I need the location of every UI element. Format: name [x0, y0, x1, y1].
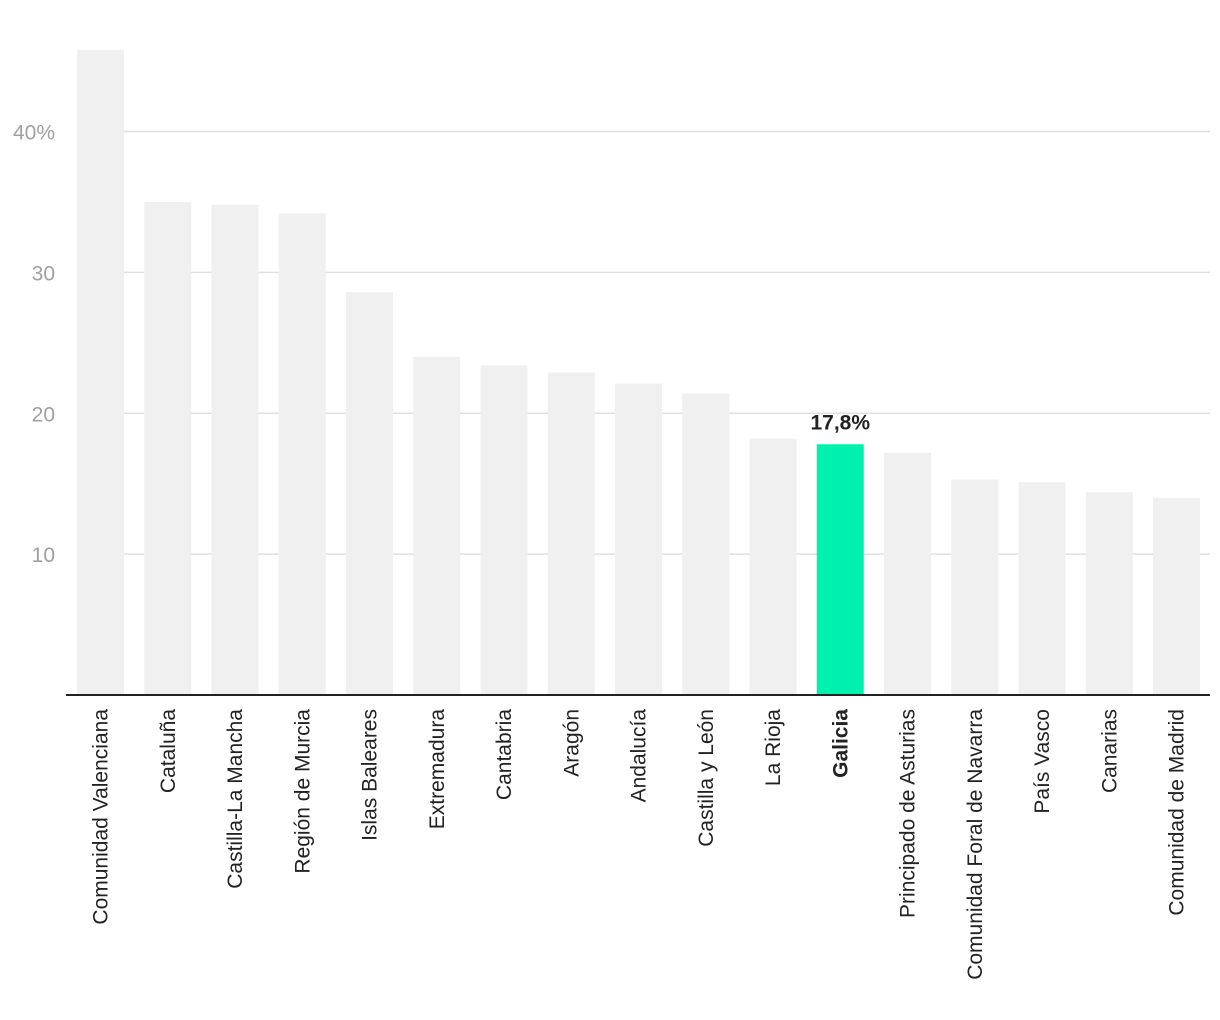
bar: [682, 393, 730, 695]
bar: [144, 201, 192, 695]
data-labels: 17,8%: [810, 411, 870, 434]
y-tick-label: 10: [32, 544, 55, 567]
x-tick-label: Andalucía: [628, 709, 651, 803]
bar: [547, 372, 595, 695]
y-axis-ticks: 10 20 30 40%: [13, 122, 55, 568]
y-tick-label: 20: [32, 403, 55, 426]
y-tick-label: 30: [32, 262, 55, 285]
bar: [278, 213, 326, 696]
bar: [346, 292, 393, 695]
x-tick-label: Islas Baleares: [359, 709, 382, 841]
bar: [413, 356, 461, 695]
bar: [1085, 492, 1133, 695]
x-tick-label: Cataluña: [157, 709, 180, 793]
x-tick-label: País Vasco: [1031, 709, 1054, 814]
x-tick-label: La Rioja: [762, 709, 785, 786]
x-tick-label: Galicia: [829, 709, 852, 778]
y-tick-label: 40%: [13, 122, 55, 145]
bar-highlight: [816, 444, 864, 695]
bar: [615, 383, 662, 695]
x-tick-label: Aragón: [560, 709, 583, 777]
x-tick-label: Comunidad Valenciana: [90, 709, 113, 925]
bars: [77, 49, 1200, 696]
bar: [884, 452, 931, 695]
x-tick-label: Castilla y León: [695, 709, 718, 847]
highlight-data-label: 17,8%: [810, 411, 870, 434]
bar: [1018, 482, 1066, 695]
x-tick-label: Comunidad de Madrid: [1166, 709, 1189, 916]
bar: [211, 204, 259, 695]
x-axis-labels: Comunidad Valenciana Cataluña Castilla-La …: [90, 709, 1189, 980]
bar: [749, 438, 797, 695]
bar: [951, 479, 999, 695]
x-tick-label: Región de Murcia: [291, 709, 314, 874]
x-tick-label: Cantabria: [493, 709, 516, 800]
bar: [1153, 497, 1200, 695]
bar: [480, 365, 528, 695]
x-tick-label: Principado de Asturias: [897, 709, 920, 918]
x-tick-label: Canarias: [1098, 709, 1121, 793]
bar: [77, 49, 124, 696]
x-tick-label: Extremadura: [426, 709, 449, 830]
x-tick-label: Castilla-La Mancha: [224, 709, 247, 889]
x-tick-label: Comunidad Foral de Navarra: [964, 709, 987, 980]
